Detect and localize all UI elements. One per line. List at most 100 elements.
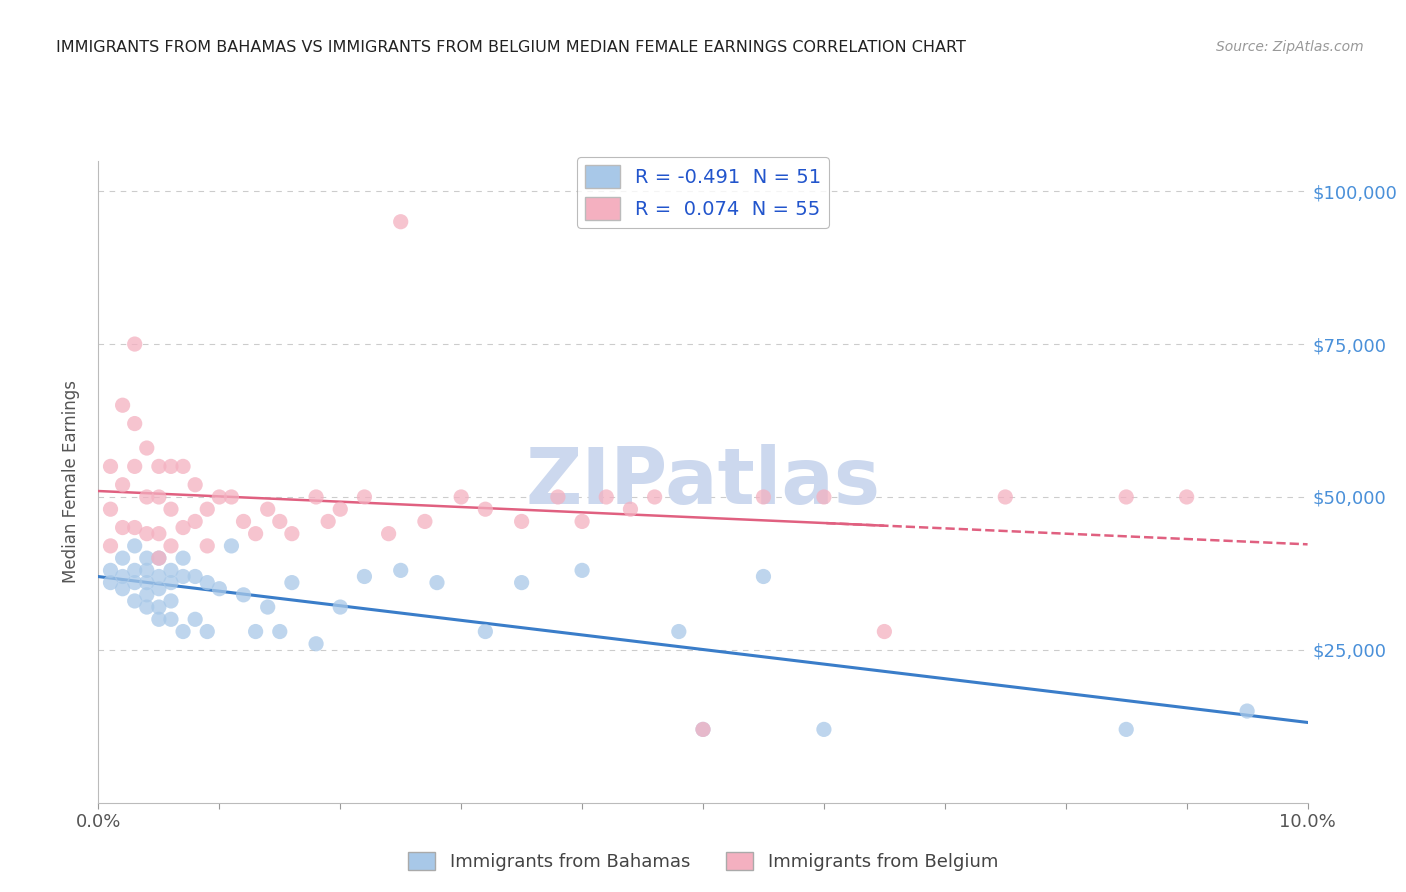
Point xyxy=(148,551,170,566)
Point xyxy=(100,459,122,474)
Legend: Immigrants from Bahamas, Immigrants from Belgium: Immigrants from Bahamas, Immigrants from… xyxy=(401,845,1005,879)
Point xyxy=(135,575,157,590)
Point xyxy=(595,490,617,504)
Point xyxy=(160,563,183,577)
Point xyxy=(245,624,267,639)
Point xyxy=(474,624,496,639)
Point xyxy=(160,459,183,474)
Point xyxy=(353,569,375,583)
Text: Source: ZipAtlas.com: Source: ZipAtlas.com xyxy=(1216,40,1364,54)
Point xyxy=(256,600,278,615)
Point xyxy=(232,515,254,529)
Point xyxy=(148,612,170,626)
Point xyxy=(232,588,254,602)
Point xyxy=(184,569,207,583)
Point xyxy=(124,520,146,534)
Point xyxy=(692,723,714,737)
Point xyxy=(111,569,134,583)
Point xyxy=(124,539,146,553)
Point xyxy=(305,490,328,504)
Point xyxy=(195,575,218,590)
Point xyxy=(221,539,243,553)
Point xyxy=(172,551,194,566)
Point xyxy=(135,490,157,504)
Point xyxy=(873,624,896,639)
Point xyxy=(547,490,569,504)
Point xyxy=(160,575,183,590)
Point xyxy=(752,569,775,583)
Point xyxy=(184,612,207,626)
Point xyxy=(256,502,278,516)
Point xyxy=(135,588,157,602)
Point xyxy=(571,515,593,529)
Point xyxy=(184,477,207,491)
Point xyxy=(100,539,122,553)
Point xyxy=(100,563,122,577)
Point xyxy=(195,502,218,516)
Point xyxy=(124,459,146,474)
Point xyxy=(172,520,194,534)
Point xyxy=(172,624,194,639)
Point xyxy=(135,551,157,566)
Point xyxy=(413,515,436,529)
Point xyxy=(389,215,412,229)
Point xyxy=(668,624,690,639)
Point xyxy=(353,490,375,504)
Point xyxy=(510,575,533,590)
Point xyxy=(148,526,170,541)
Point xyxy=(269,515,291,529)
Point xyxy=(813,723,835,737)
Point xyxy=(124,563,146,577)
Point xyxy=(124,337,146,351)
Point xyxy=(1236,704,1258,718)
Point xyxy=(571,563,593,577)
Point xyxy=(994,490,1017,504)
Point xyxy=(813,490,835,504)
Point xyxy=(135,526,157,541)
Point xyxy=(377,526,399,541)
Point xyxy=(329,502,352,516)
Point xyxy=(111,551,134,566)
Point xyxy=(269,624,291,639)
Point xyxy=(1115,490,1137,504)
Point xyxy=(510,515,533,529)
Text: ZIPatlas: ZIPatlas xyxy=(526,443,880,520)
Point xyxy=(281,526,304,541)
Point xyxy=(160,502,183,516)
Legend: R = -0.491  N = 51, R =  0.074  N = 55: R = -0.491 N = 51, R = 0.074 N = 55 xyxy=(576,157,830,227)
Point xyxy=(111,520,134,534)
Point xyxy=(184,515,207,529)
Point xyxy=(148,600,170,615)
Point xyxy=(124,594,146,608)
Point xyxy=(124,417,146,431)
Point xyxy=(160,612,183,626)
Point xyxy=(148,490,170,504)
Point xyxy=(245,526,267,541)
Text: IMMIGRANTS FROM BAHAMAS VS IMMIGRANTS FROM BELGIUM MEDIAN FEMALE EARNINGS CORREL: IMMIGRANTS FROM BAHAMAS VS IMMIGRANTS FR… xyxy=(56,40,966,55)
Point xyxy=(692,723,714,737)
Point xyxy=(1175,490,1198,504)
Point xyxy=(450,490,472,504)
Point xyxy=(135,441,157,455)
Point xyxy=(195,624,218,639)
Point xyxy=(389,563,412,577)
Point xyxy=(305,637,328,651)
Point xyxy=(111,398,134,412)
Point xyxy=(148,551,170,566)
Point xyxy=(148,569,170,583)
Point xyxy=(172,459,194,474)
Point xyxy=(281,575,304,590)
Point xyxy=(195,539,218,553)
Point xyxy=(208,582,231,596)
Point xyxy=(172,569,194,583)
Point xyxy=(208,490,231,504)
Point xyxy=(148,459,170,474)
Point xyxy=(160,594,183,608)
Point xyxy=(148,582,170,596)
Point xyxy=(752,490,775,504)
Point xyxy=(111,477,134,491)
Point xyxy=(124,575,146,590)
Point xyxy=(135,563,157,577)
Point xyxy=(135,600,157,615)
Point xyxy=(160,539,183,553)
